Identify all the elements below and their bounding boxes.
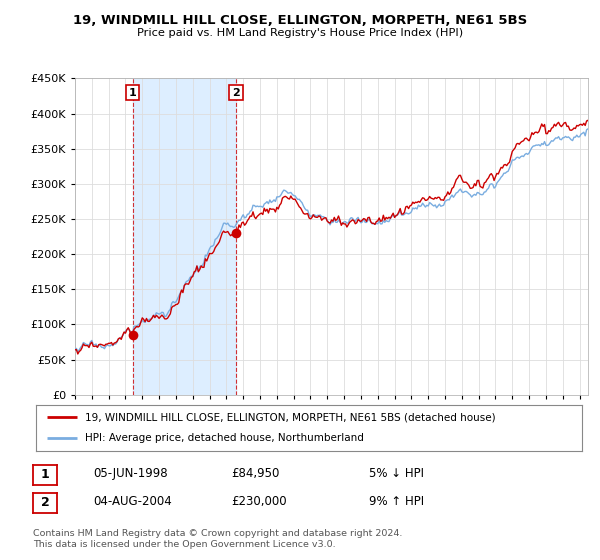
Text: 5% ↓ HPI: 5% ↓ HPI bbox=[369, 466, 424, 480]
Text: HPI: Average price, detached house, Northumberland: HPI: Average price, detached house, Nort… bbox=[85, 433, 364, 444]
Text: 9% ↑ HPI: 9% ↑ HPI bbox=[369, 494, 424, 508]
Text: 1: 1 bbox=[129, 87, 137, 97]
Text: £84,950: £84,950 bbox=[231, 466, 280, 480]
Text: 2: 2 bbox=[232, 87, 240, 97]
Text: 19, WINDMILL HILL CLOSE, ELLINGTON, MORPETH, NE61 5BS (detached house): 19, WINDMILL HILL CLOSE, ELLINGTON, MORP… bbox=[85, 412, 496, 422]
Text: Contains HM Land Registry data © Crown copyright and database right 2024.
This d: Contains HM Land Registry data © Crown c… bbox=[33, 529, 403, 549]
Text: £230,000: £230,000 bbox=[231, 494, 287, 508]
Text: 19, WINDMILL HILL CLOSE, ELLINGTON, MORPETH, NE61 5BS: 19, WINDMILL HILL CLOSE, ELLINGTON, MORP… bbox=[73, 14, 527, 27]
Text: 04-AUG-2004: 04-AUG-2004 bbox=[93, 494, 172, 508]
Text: 05-JUN-1998: 05-JUN-1998 bbox=[93, 466, 167, 480]
Text: 2: 2 bbox=[41, 496, 49, 510]
Bar bbox=[133, 78, 236, 395]
Text: Price paid vs. HM Land Registry's House Price Index (HPI): Price paid vs. HM Land Registry's House … bbox=[137, 28, 463, 38]
Text: 1: 1 bbox=[41, 468, 49, 482]
